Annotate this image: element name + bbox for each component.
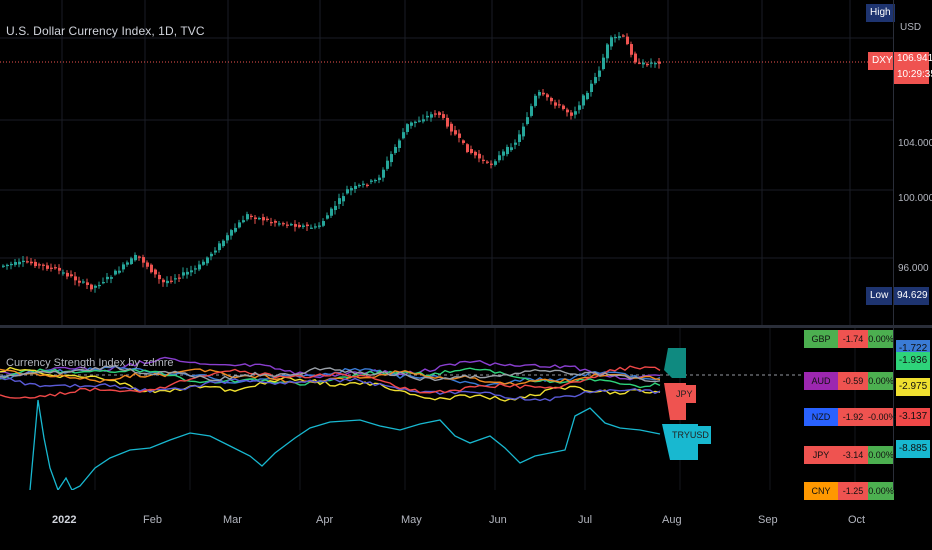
- time-axis-label: Sep: [758, 514, 778, 526]
- strength-table-value: -1.74: [838, 330, 868, 348]
- currency-label: USD: [900, 22, 922, 33]
- low-badge: Low: [866, 287, 893, 305]
- strength-side-value: -2.975: [896, 378, 930, 396]
- chart-title: U.S. Dollar Currency Index, 1D, TVC: [6, 24, 205, 38]
- price-tick-96: 96.000: [898, 263, 929, 274]
- time-axis-label: May: [401, 514, 422, 526]
- candlestick-chart[interactable]: [0, 0, 932, 325]
- strength-table-change: 0.00%: [868, 372, 894, 390]
- pane-divider[interactable]: [0, 325, 932, 328]
- countdown-label: 10:29:35: [893, 66, 932, 84]
- strength-table-currency: AUD: [804, 372, 838, 390]
- strength-side-value: -3.137: [896, 408, 930, 426]
- indicator-title: Currency Strength Index by zdmre: [6, 357, 174, 369]
- strength-table-change: -0.00%: [868, 408, 897, 426]
- price-tick-104: 104.000: [898, 138, 932, 149]
- current-price-label: 106.941: [893, 52, 932, 66]
- low-value-label: 94.629: [893, 287, 929, 305]
- symbol-badge: DXY: [868, 52, 897, 70]
- time-axis-label: Aug: [662, 514, 682, 526]
- try-line-label: TRYUSD: [670, 426, 711, 444]
- strength-table-value: -1.92: [838, 408, 868, 426]
- strength-side-value: -8.885: [896, 440, 930, 458]
- price-axis-separator: [893, 0, 894, 490]
- strength-table-currency: NZD: [804, 408, 838, 426]
- strength-table-value: -0.59: [838, 372, 868, 390]
- indicator-pane[interactable]: Currency Strength Index by zdmre JPY TRY…: [0, 328, 932, 500]
- time-axis-label: Oct: [848, 514, 866, 526]
- strength-side-value: -1.936: [896, 352, 930, 370]
- price-tick-100: 100.000: [898, 193, 932, 204]
- strength-table-currency: CNY: [804, 482, 838, 500]
- strength-table-value: -1.25: [838, 482, 868, 500]
- time-axis-label: Apr: [316, 514, 334, 526]
- strength-table-change: 0.00%: [868, 446, 894, 464]
- time-axis-label: 2022: [52, 514, 77, 526]
- jpy-line-label: JPY: [673, 385, 696, 403]
- time-axis-label: Jul: [578, 514, 593, 526]
- strength-table-currency: GBP: [804, 330, 838, 348]
- strength-table-currency: JPY: [804, 446, 838, 464]
- time-axis-label: Mar: [223, 514, 242, 526]
- strength-lines-chart[interactable]: [0, 328, 932, 490]
- time-axis-label: Jun: [489, 514, 507, 526]
- strength-table-change: 0.00%: [868, 330, 894, 348]
- price-chart-pane[interactable]: U.S. Dollar Currency Index, 1D, TVC USD …: [0, 0, 932, 325]
- time-axis-label: Feb: [143, 514, 162, 526]
- high-badge: High: [866, 4, 895, 22]
- strength-table-value: -3.14: [838, 446, 868, 464]
- strength-table-change: 0.00%: [868, 482, 894, 500]
